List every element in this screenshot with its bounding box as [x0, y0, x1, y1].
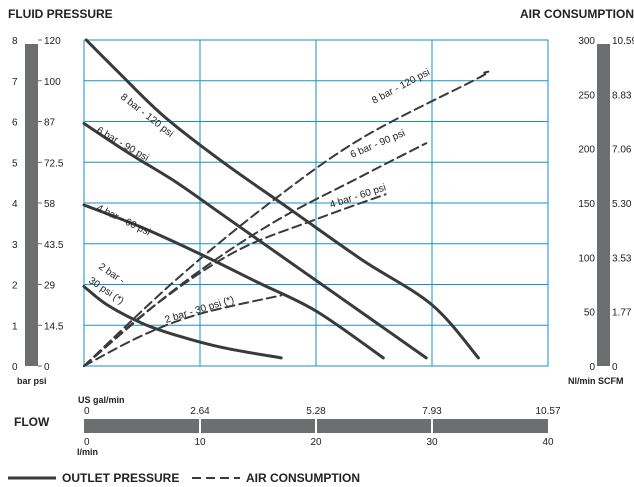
left-psi-tick-label: 120 [44, 36, 61, 47]
flow-gal-unit-label: US gal/min [78, 395, 125, 405]
right-scfm-tick-label: 3.53 [612, 253, 632, 264]
left-bar-tick-label: 0 [12, 362, 18, 373]
left-psi-tick-label: 100 [44, 77, 61, 88]
outlet-pressure-curve-3 [82, 285, 283, 360]
left-psi-tick-label: 43.5 [44, 240, 64, 251]
outlet-pressure-curve-2 [82, 203, 385, 360]
curve-label: 4 bar - 60 psi [95, 203, 152, 238]
air-consumption-curve-7 [83, 294, 283, 367]
flow-lmin-tick-label: 30 [426, 437, 438, 448]
right-axis-unit-label: Nl/min SCFM [568, 376, 624, 386]
flow-lmin-unit-label: l/min [77, 447, 98, 457]
curve-label: 8 bar - 120 psi [370, 67, 432, 107]
right-axis-ticks: 0 0 50 1.77 100 3.53 150 5.30 200 7.06 250 8.83 300 1… [578, 36, 634, 373]
flow-gal-tick-label: 0 [84, 406, 90, 417]
left-bar-tick-label: 7 [12, 77, 18, 88]
left-psi-tick-label: 29 [44, 281, 56, 292]
plot-curves [82, 38, 490, 367]
flow-lmin-tick-label: 10 [194, 437, 206, 448]
outlet-pressure-curve-0 [84, 38, 480, 360]
right-nl-tick-label: 0 [589, 362, 595, 373]
curve-label: 6 bar - 90 psi [95, 125, 151, 164]
left-psi-tick-label: 0 [44, 362, 50, 373]
air-consumption-curve-6 [83, 193, 387, 367]
right-nl-tick-label: 50 [584, 308, 596, 319]
flow-lmin-tick-label: 40 [542, 437, 554, 448]
left-bar-tick-label: 3 [12, 240, 18, 251]
left-psi-tick-label: 58 [44, 199, 56, 210]
flow-header: FLOW [14, 415, 50, 429]
left-bar-tick-label: 2 [12, 281, 18, 292]
left-psi-tick-label: 72.5 [44, 158, 64, 169]
fluid-pressure-header: FLUID PRESSURE [8, 7, 113, 21]
left-bar-tick-label: 1 [12, 321, 18, 332]
plot-grid [83, 39, 549, 367]
flow-lmin-tick-label: 20 [310, 437, 322, 448]
left-bar-tick-label: 4 [12, 199, 18, 210]
left-bar-tick-label: 6 [12, 118, 18, 129]
air-consumption-curve-5 [83, 142, 428, 367]
left-axis-ticks: 0 0 1 14.5 2 29 3 43.5 4 58 5 72.5 6 87 7 100 8 120 [12, 36, 64, 373]
flow-gal-tick-label: 5.28 [306, 406, 326, 417]
legend-outlet-pressure-label: OUTLET PRESSURE [62, 471, 179, 485]
right-scfm-tick-label: 8.83 [612, 90, 632, 101]
outlet-pressure-curve-1 [82, 122, 428, 360]
right-scfm-tick-label: 0 [612, 362, 618, 373]
right-nl-tick-label: 200 [578, 145, 595, 156]
right-scfm-tick-label: 10.59 [612, 36, 634, 47]
flow-gal-tick-label: 2.64 [190, 406, 210, 417]
legend-air-consumption-label: AIR CONSUMPTION [246, 471, 360, 485]
right-scfm-tick-label: 7.06 [612, 145, 632, 156]
left-psi-tick-label: 14.5 [44, 321, 64, 332]
curve-label: 6 bar - 90 psi [349, 128, 407, 161]
left-axis-bar [25, 44, 38, 366]
left-axis-unit-label: bar psi [17, 376, 47, 386]
flow-gal-tick-label: 10.57 [535, 406, 560, 417]
right-nl-tick-label: 150 [578, 199, 595, 210]
flow-lmin-tick-label: 0 [84, 437, 90, 448]
flow-axis-ticks: 0 0 10 2.64 20 5.28 30 7.93 40 10.57 [84, 406, 561, 448]
right-axis-bar [597, 44, 610, 366]
right-scfm-tick-label: 1.77 [612, 308, 632, 319]
left-bar-tick-label: 8 [12, 36, 18, 47]
air-consumption-header: AIR CONSUMPTION [520, 7, 634, 21]
left-bar-tick-label: 5 [12, 158, 18, 169]
right-nl-tick-label: 300 [578, 36, 595, 47]
left-psi-tick-label: 87 [44, 118, 56, 129]
flow-gal-tick-label: 7.93 [422, 406, 442, 417]
air-consumption-curve-4 [83, 70, 490, 367]
right-nl-tick-label: 100 [578, 253, 595, 264]
right-scfm-tick-label: 5.30 [612, 199, 632, 210]
right-nl-tick-label: 250 [578, 90, 595, 101]
